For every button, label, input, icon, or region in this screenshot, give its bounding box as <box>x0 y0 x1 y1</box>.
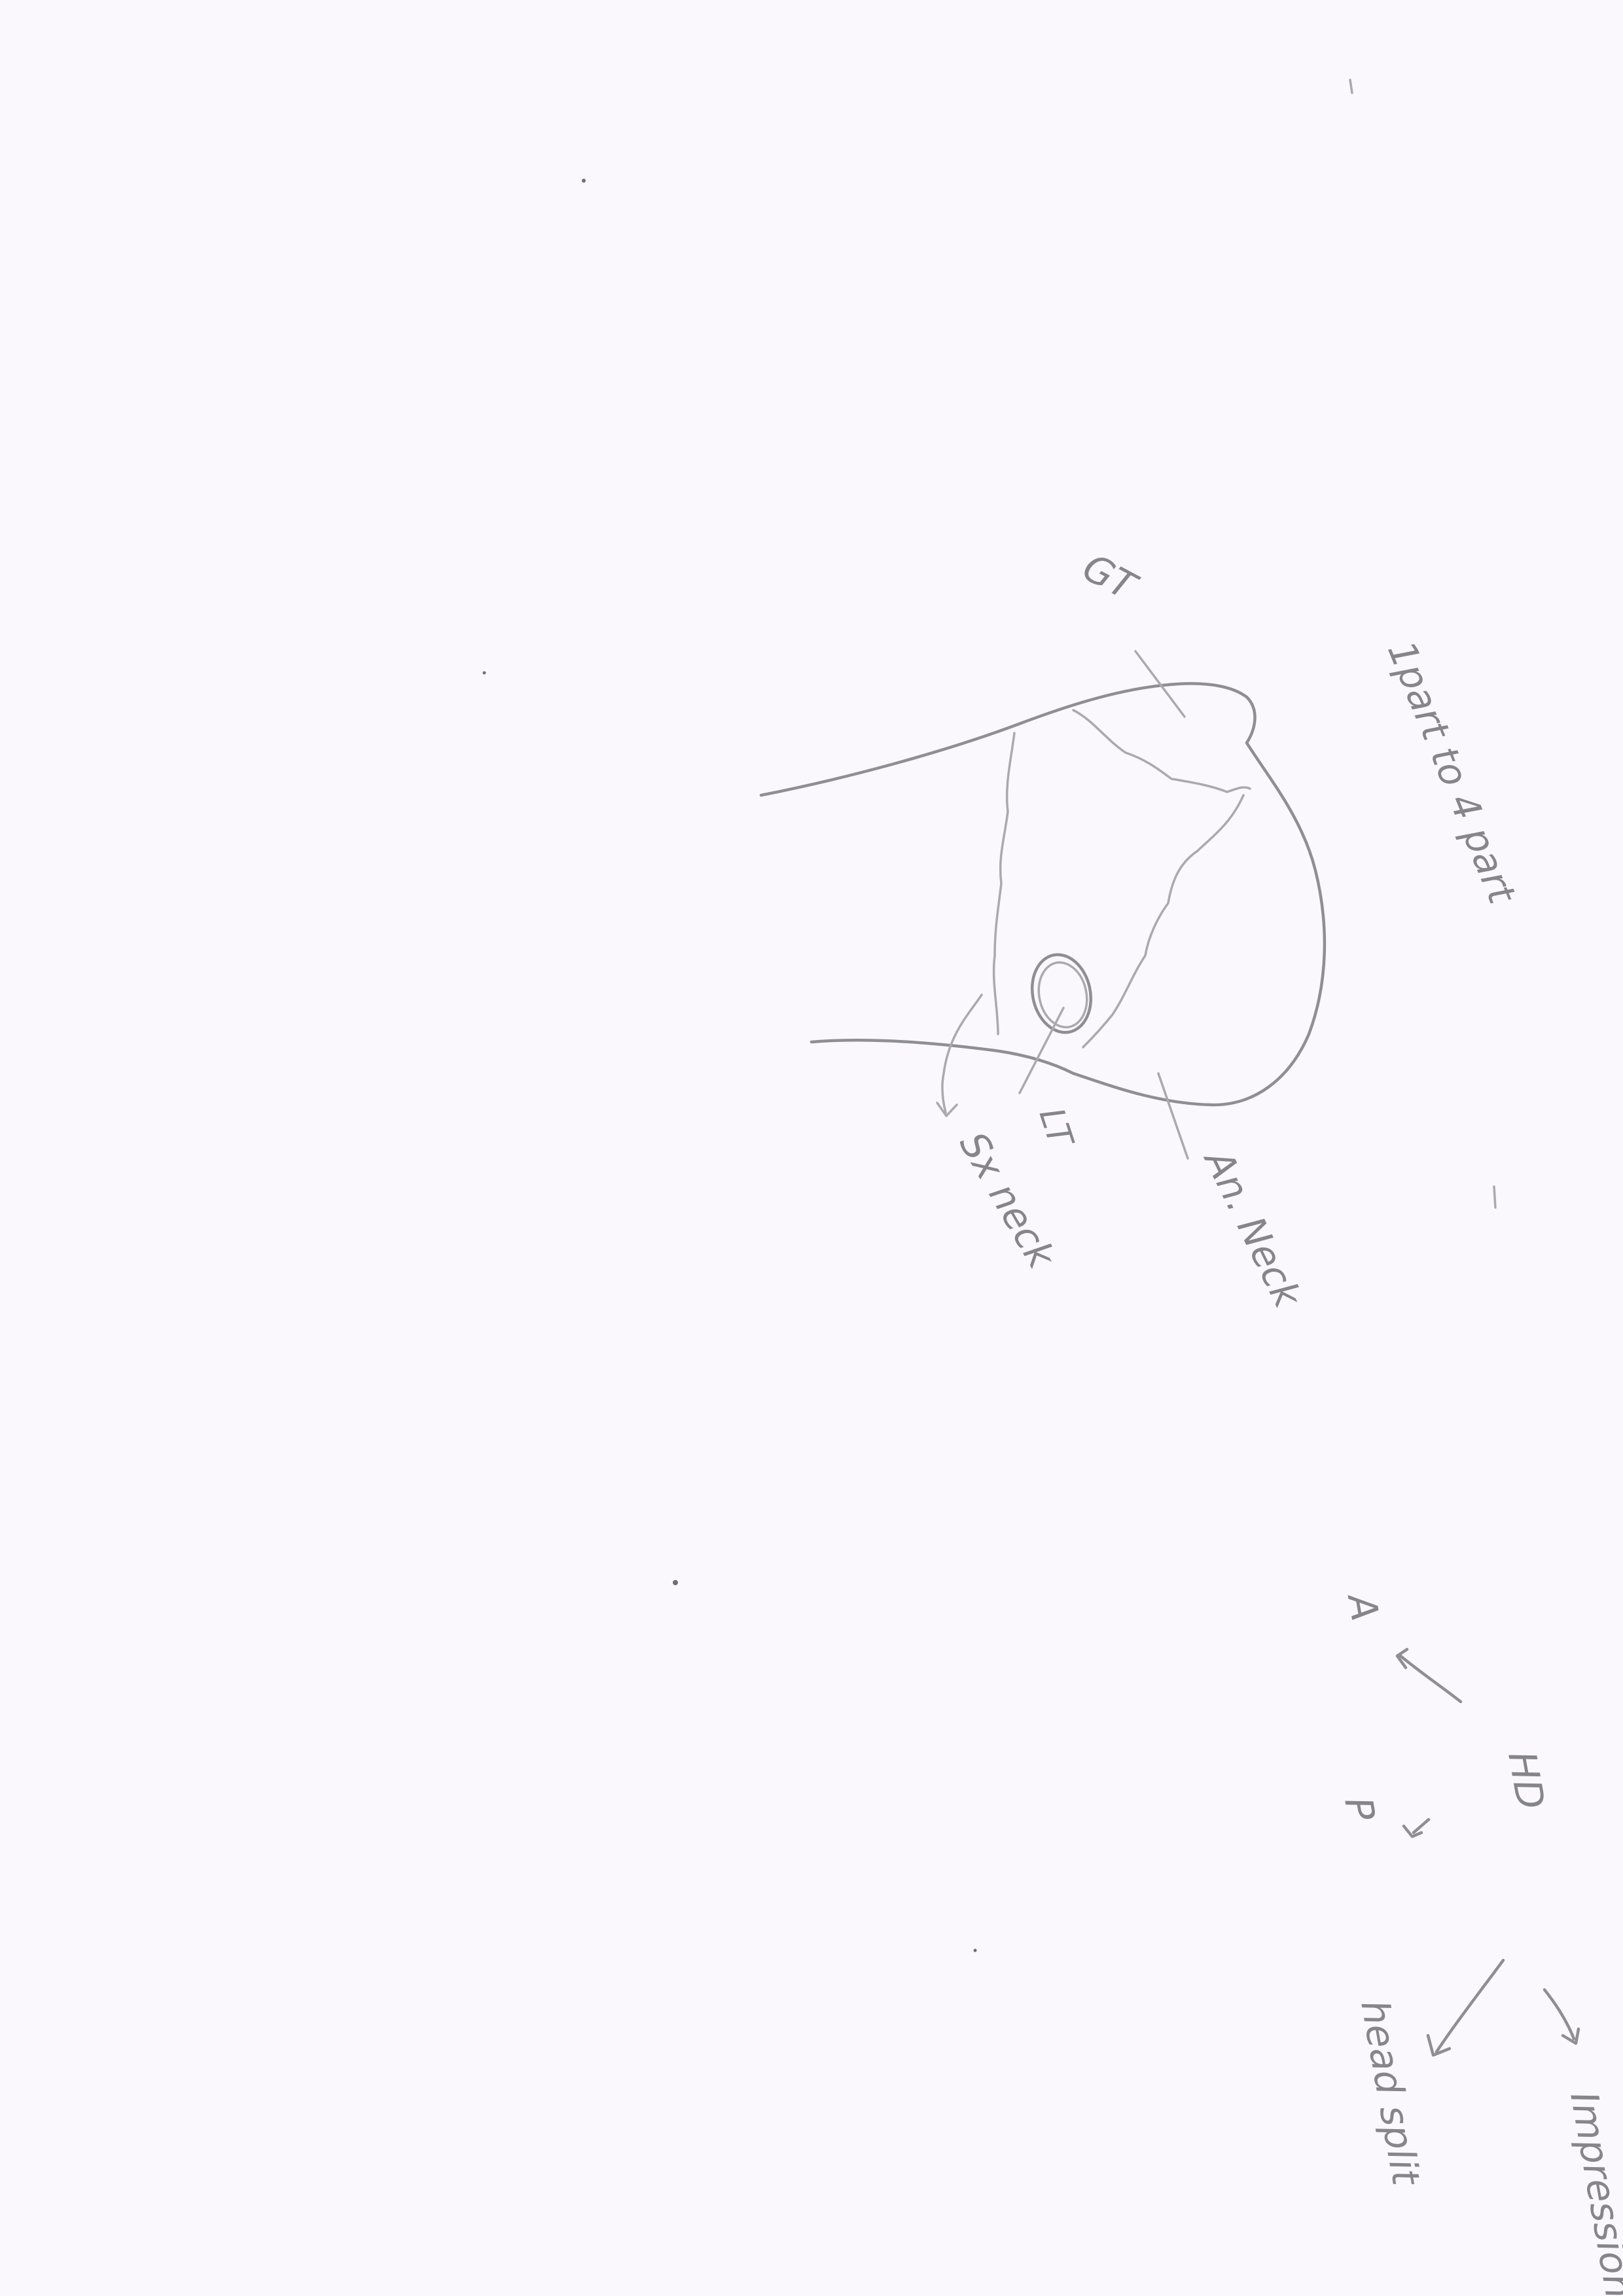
speck-3 <box>482 671 486 675</box>
posterior-label: P <box>1336 1794 1383 1824</box>
lesser-tuberosity-inner-oval <box>1037 961 1088 1029</box>
shaft-lower-edge <box>810 1039 1075 1075</box>
impression-label: Impression <box>1561 2089 1623 2296</box>
an-neck-label: An. Neck <box>1195 1141 1311 1316</box>
sx-neck-arrowhead <box>936 1102 958 1117</box>
shaft-upper-edge <box>759 682 1249 797</box>
head-split-label: head split <box>1352 1997 1429 2190</box>
hd-arrowhead <box>1426 2034 1452 2057</box>
gt-fracture-line <box>1072 709 1251 793</box>
speck-4 <box>973 1948 977 1952</box>
stray-mark-2 <box>1493 1185 1497 1209</box>
posterior-arrowhead <box>1402 1824 1423 1839</box>
anterior-arrowhead <box>1395 1647 1409 1670</box>
lesser-tuberosity-oval <box>1030 953 1093 1034</box>
hd-label: HD <box>1499 1748 1553 1813</box>
gt-label: GT <box>1075 545 1145 610</box>
speck-1 <box>582 179 586 183</box>
sx-neck-arrow <box>941 994 983 1114</box>
an-neck-leader-line <box>1157 1072 1189 1160</box>
lt-label: LT <box>1031 1103 1081 1153</box>
lt-leader-line <box>1018 1007 1065 1094</box>
head-fracture-line <box>1082 794 1245 1049</box>
humeral-head-outline <box>1071 695 1327 1107</box>
anterior-arrow <box>1399 1654 1463 1704</box>
hd-arrow <box>1435 1958 1505 2054</box>
impression-arrowhead <box>1561 2027 1580 2045</box>
stray-mark-1 <box>1349 79 1353 94</box>
posterior-arrow <box>1412 1818 1431 1835</box>
speck-2 <box>673 1580 678 1585</box>
impression-arrow <box>1543 1988 1576 2041</box>
anterior-label: A <box>1339 1588 1388 1624</box>
surgical-neck-fracture-line <box>992 732 1016 1035</box>
gt-leader-line <box>1134 650 1186 718</box>
part-count-label: 1part to 4 part <box>1379 635 1525 911</box>
